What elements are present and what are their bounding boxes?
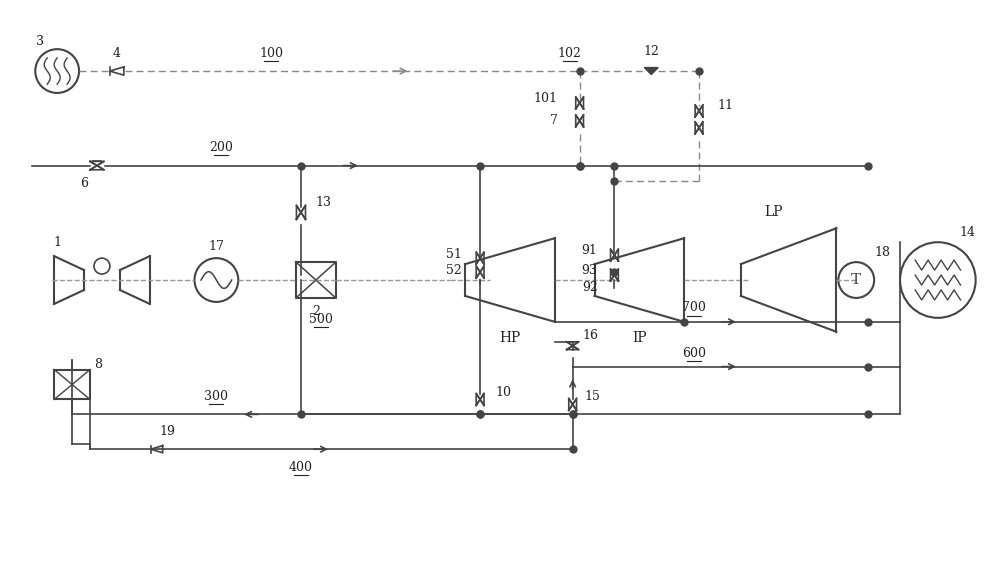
Text: HP: HP [499, 331, 521, 345]
Text: 51: 51 [446, 247, 462, 260]
Text: 18: 18 [874, 246, 890, 259]
Text: 600: 600 [682, 347, 706, 360]
Text: 15: 15 [585, 390, 600, 403]
Text: 400: 400 [289, 461, 313, 474]
Text: 16: 16 [583, 329, 599, 342]
Text: 4: 4 [113, 47, 121, 60]
Text: 17: 17 [208, 240, 224, 253]
Text: 12: 12 [643, 44, 659, 58]
Text: 14: 14 [960, 226, 976, 239]
Text: 93: 93 [582, 263, 598, 276]
Text: T: T [851, 273, 861, 287]
Text: 1: 1 [53, 236, 61, 249]
Polygon shape [644, 68, 658, 75]
Text: 19: 19 [160, 425, 176, 438]
Text: 200: 200 [209, 141, 233, 154]
Text: 92: 92 [582, 282, 598, 295]
Text: 2: 2 [312, 306, 320, 319]
Text: 102: 102 [558, 47, 582, 60]
Text: 101: 101 [534, 92, 558, 105]
Text: IP: IP [632, 331, 647, 345]
Text: 13: 13 [316, 196, 332, 209]
Text: 11: 11 [717, 99, 733, 112]
Text: 3: 3 [36, 35, 44, 48]
Text: 700: 700 [682, 302, 706, 315]
Text: 500: 500 [309, 314, 333, 327]
Text: 10: 10 [495, 386, 511, 399]
Text: 8: 8 [94, 358, 102, 371]
Text: 100: 100 [259, 47, 283, 60]
Text: 91: 91 [582, 243, 598, 256]
Text: 300: 300 [204, 390, 228, 403]
Text: 7: 7 [550, 115, 558, 127]
Text: 52: 52 [446, 263, 462, 276]
Text: 6: 6 [80, 177, 88, 190]
Text: LP: LP [764, 205, 783, 219]
